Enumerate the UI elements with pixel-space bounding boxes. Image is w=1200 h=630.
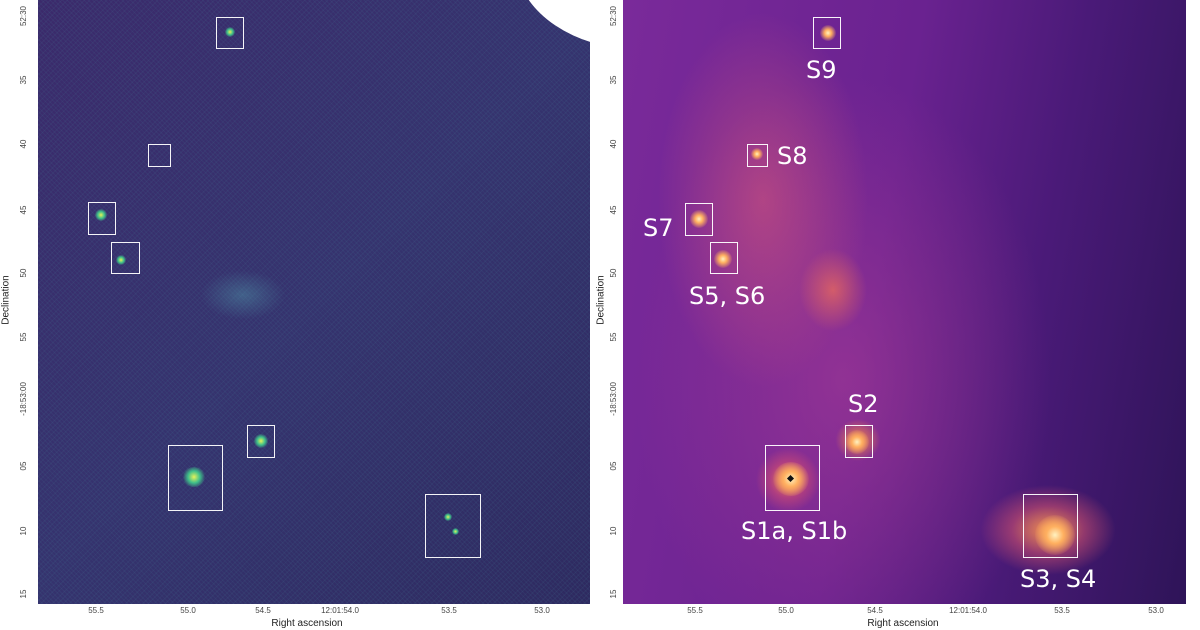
left-source-s4 [452, 528, 459, 535]
left-box-s5-s6 [111, 242, 140, 274]
x-tick-label: 54.5 [867, 606, 883, 615]
x-tick-label: 55.5 [88, 606, 104, 615]
y-tick-label: 15 [609, 589, 618, 599]
y-tick-label: 05 [19, 461, 28, 471]
right-source-s7 [690, 210, 708, 228]
x-tick-label: 55.5 [687, 606, 703, 615]
y-tick-label: 52:30 [19, 5, 28, 27]
left-x-axis-title: Right ascension [271, 618, 343, 629]
right-source-s5-s6 [714, 250, 732, 268]
right-box-s9 [813, 17, 841, 49]
right-box-s1 [765, 445, 820, 511]
x-tick-label: 55.0 [180, 606, 196, 615]
left-y-axis-title: Declination [0, 275, 12, 325]
y-tick-label: -18:53:00 [609, 382, 618, 416]
label-s5-s6: S5, S6 [689, 282, 766, 310]
y-tick-label: 10 [19, 526, 28, 536]
right-source-s9 [820, 25, 836, 41]
y-tick-label: 45 [609, 205, 618, 215]
y-tick-label: 55 [609, 332, 618, 342]
left-box-s3-s4 [425, 494, 481, 558]
right-box-s3-s4 [1023, 494, 1078, 558]
left-source-s2 [254, 434, 268, 448]
left-panel-edge-mask [504, 0, 590, 48]
y-tick-label: 15 [19, 589, 28, 599]
x-tick-label: 53.0 [1148, 606, 1164, 615]
y-tick-label: 40 [19, 139, 28, 149]
right-source-s8 [751, 148, 763, 160]
label-s7: S7 [643, 214, 674, 242]
left-box-s9 [216, 17, 244, 49]
right-source-s3-s4 [1035, 515, 1075, 555]
x-tick-label: 53.0 [534, 606, 550, 615]
x-tick-label: 12:01:54.0 [321, 606, 359, 615]
y-tick-label: 35 [19, 75, 28, 85]
y-tick-label: 50 [19, 268, 28, 278]
left-source-s7 [95, 209, 107, 221]
x-tick-label: 54.5 [255, 606, 271, 615]
left-source-s5-s6 [116, 255, 126, 265]
label-s2: S2 [848, 390, 879, 418]
y-tick-label: -18:53:00 [19, 382, 28, 416]
label-s8: S8 [777, 142, 808, 170]
y-tick-label: 40 [609, 139, 618, 149]
left-source-s1 [183, 467, 205, 487]
y-tick-label: 45 [19, 205, 28, 215]
x-tick-label: 53.5 [441, 606, 457, 615]
left-box-s7 [88, 202, 116, 235]
left-box-s2 [247, 425, 275, 458]
y-tick-label: 05 [609, 461, 618, 471]
label-s3-s4: S3, S4 [1020, 565, 1097, 593]
y-tick-label: 35 [609, 75, 618, 85]
y-tick-label: 55 [19, 332, 28, 342]
right-x-axis-title: Right ascension [867, 618, 939, 629]
left-box-s1 [168, 445, 223, 511]
right-box-s8 [747, 144, 768, 167]
left-box-s8 [148, 144, 171, 167]
label-s1a-s1b: S1a, S1b [741, 517, 848, 545]
y-tick-label: 10 [609, 526, 618, 536]
right-box-s5-s6 [710, 242, 738, 274]
y-tick-label: 50 [609, 268, 618, 278]
label-s9: S9 [806, 56, 837, 84]
y-tick-label: 52:30 [609, 5, 618, 27]
right-box-s2 [845, 425, 873, 458]
x-tick-label: 55.0 [778, 606, 794, 615]
right-y-axis-title: Declination [595, 275, 607, 325]
x-tick-label: 53.5 [1054, 606, 1070, 615]
x-tick-label: 12:01:54.0 [949, 606, 987, 615]
left-source-s3 [444, 513, 452, 521]
right-image-panel: S9 S8 S7 S5, S6 S2 S1a, S1b S3, S4 [623, 0, 1186, 604]
right-source-s2 [845, 430, 869, 454]
left-image-panel [38, 0, 590, 604]
left-source-s9 [225, 27, 235, 37]
right-box-s7 [685, 203, 713, 236]
